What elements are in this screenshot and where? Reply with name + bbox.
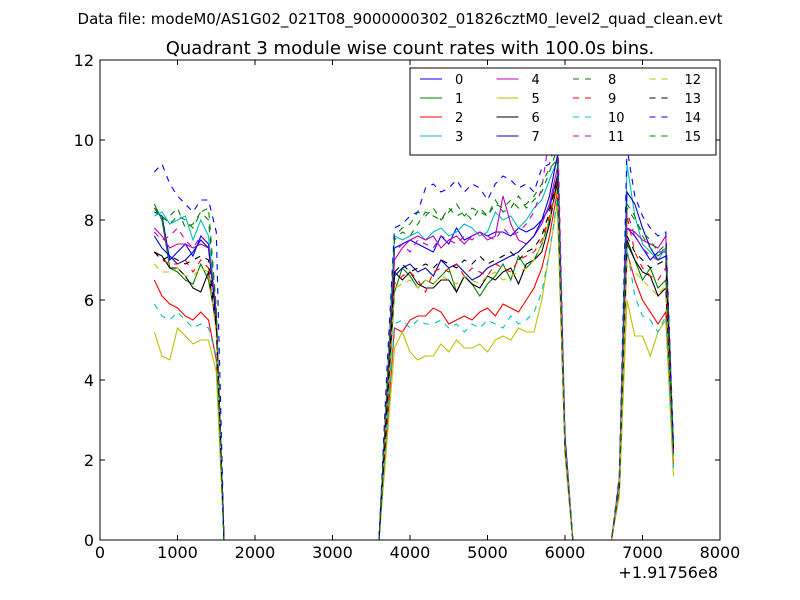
y-tick-label: 4	[84, 371, 94, 390]
legend-label-6: 6	[532, 111, 540, 126]
legend-label-2: 2	[455, 111, 463, 126]
series-line-14	[153, 135, 675, 540]
legend-label-0: 0	[455, 73, 463, 88]
series-line-9	[153, 179, 675, 540]
series-line-12	[153, 187, 675, 540]
legend-label-15: 15	[685, 130, 702, 145]
y-tick-label: 10	[74, 131, 94, 150]
series-line-11	[153, 111, 675, 540]
series-line-13	[153, 175, 675, 540]
legend-label-10: 10	[608, 111, 625, 126]
x-tick-label: 5000	[467, 543, 508, 562]
series-line-7	[153, 155, 675, 540]
legend-label-12: 12	[685, 73, 702, 88]
x-tick-label: 3000	[312, 543, 353, 562]
x-tick-label: 8000	[700, 543, 741, 562]
x-tick-label: 4000	[390, 543, 431, 562]
x-tick-label: 7000	[622, 543, 663, 562]
series-line-2	[153, 191, 675, 540]
legend-label-14: 14	[685, 111, 702, 126]
series-line-8	[153, 147, 675, 540]
y-tick-label: 2	[84, 451, 94, 470]
legend-label-11: 11	[608, 130, 625, 145]
series-line-0	[154, 175, 675, 540]
x-offset-label: +1.91756e8	[618, 563, 718, 582]
y-tick-label: 8	[84, 211, 94, 230]
legend-label-9: 9	[608, 92, 616, 107]
series-line-5	[153, 203, 675, 540]
series-line-15	[153, 158, 675, 540]
legend-label-3: 3	[455, 130, 463, 145]
legend-label-13: 13	[685, 92, 702, 107]
series-line-3	[154, 159, 675, 540]
y-tick-label: 12	[74, 51, 94, 70]
y-tick-label: 0	[84, 531, 94, 550]
x-tick-label: 0	[95, 543, 105, 562]
x-tick-label: 6000	[545, 543, 586, 562]
legend-label-8: 8	[608, 73, 616, 88]
x-tick-label: 2000	[235, 543, 276, 562]
x-tick-label: 1000	[157, 543, 198, 562]
legend-label-1: 1	[455, 92, 463, 107]
chart-title: Quadrant 3 module wise count rates with …	[166, 38, 655, 59]
legend-label-4: 4	[532, 73, 540, 88]
legend-label-5: 5	[532, 92, 540, 107]
series-line-4	[153, 167, 675, 540]
chart-suptitle: Data file: modeM0/AS1G02_021T08_90000003…	[78, 10, 723, 29]
axis-ticks: 0 1000 2000 3000 4000 5000 6000 7000 80000246810…	[74, 51, 741, 562]
series-line-10	[153, 199, 675, 540]
legend-label-7: 7	[532, 130, 540, 145]
plot-area	[153, 111, 675, 540]
legend-box	[409, 67, 717, 156]
y-tick-label: 6	[84, 291, 94, 310]
